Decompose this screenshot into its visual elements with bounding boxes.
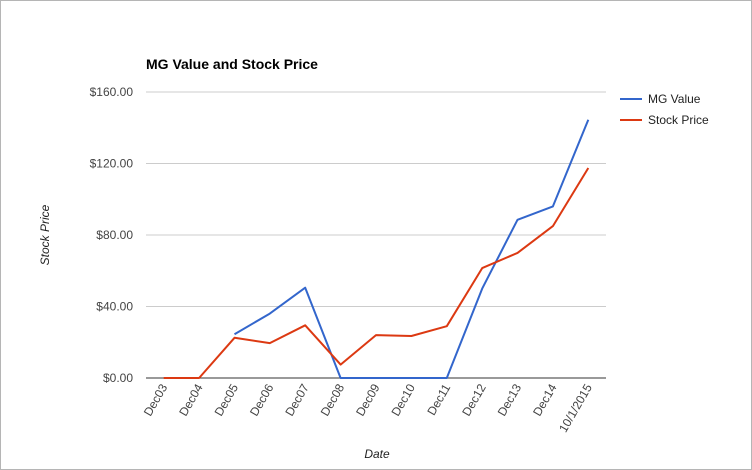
y-tick-label: $160.00 (90, 85, 134, 99)
legend-label: Stock Price (648, 113, 709, 127)
y-tick-label: $120.00 (90, 157, 134, 171)
x-tick-label: Dec06 (247, 381, 277, 418)
x-tick-label: 10/1/2015 (556, 381, 595, 435)
x-tick-label: Dec04 (176, 381, 206, 418)
y-axis-ticks: $0.00 $40.00 $80.00 $120.00 $160.00 (90, 85, 134, 385)
y-axis-label: Stock Price (38, 204, 52, 265)
chart-title: MG Value and Stock Price (146, 56, 318, 72)
x-tick-label: Dec09 (353, 381, 383, 418)
x-tick-label: Dec03 (141, 381, 171, 418)
series-line-mg-value (233, 119, 590, 379)
y-tick-label: $0.00 (103, 371, 133, 385)
x-axis-label: Date (364, 447, 390, 461)
x-tick-label: Dec11 (424, 381, 453, 418)
legend: MG Value Stock Price (620, 92, 709, 127)
x-tick-label: Dec08 (318, 381, 348, 418)
series-line-stock-price (163, 167, 590, 379)
x-tick-label: Dec13 (495, 381, 525, 418)
x-tick-label: Dec05 (212, 381, 242, 418)
gridlines (146, 91, 606, 379)
x-axis-ticks: Dec03 Dec04 Dec05 Dec06 Dec07 Dec08 Dec09 Dec10… (141, 381, 595, 435)
x-tick-label: Dec10 (389, 381, 419, 418)
series-lines (163, 119, 590, 379)
y-tick-label: $40.00 (96, 300, 133, 314)
x-tick-label: Dec12 (459, 381, 489, 418)
x-tick-label: Dec14 (530, 381, 560, 418)
y-tick-label: $80.00 (96, 228, 133, 242)
legend-label: MG Value (648, 92, 701, 106)
x-tick-label: Dec07 (282, 381, 312, 418)
